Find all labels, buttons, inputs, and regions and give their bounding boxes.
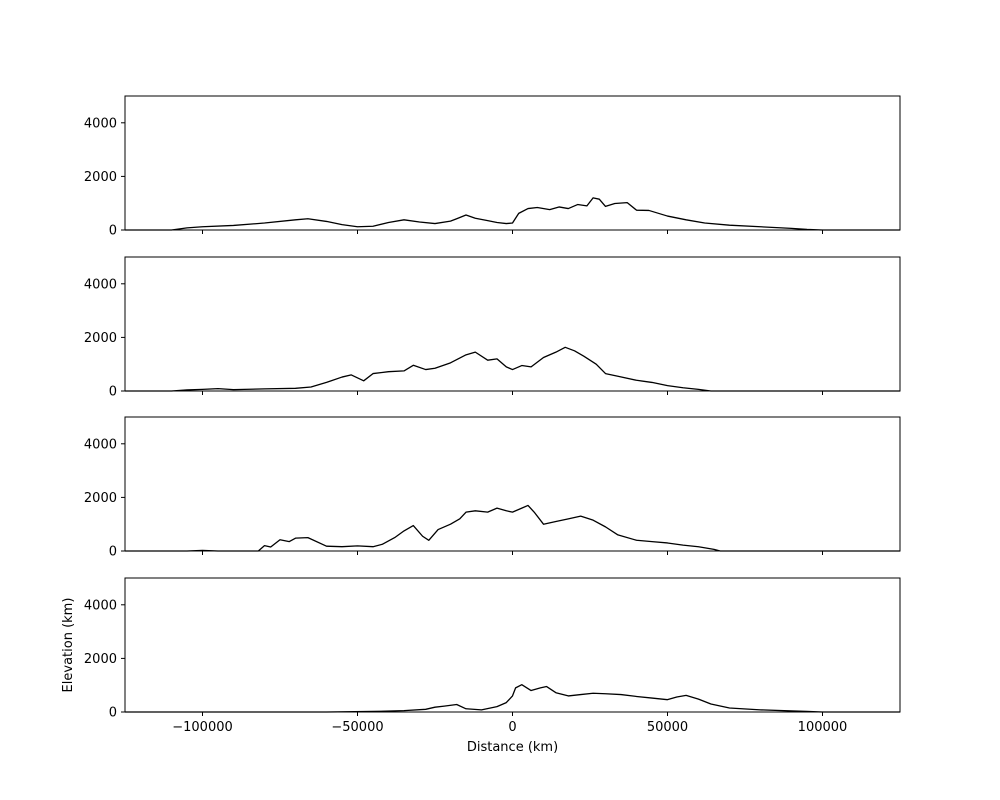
y-tick-label: 2000 <box>84 652 117 667</box>
y-tick-label: 2000 <box>84 331 117 346</box>
y-axis-label: Elevation (km) <box>61 598 76 693</box>
y-tick-label: 4000 <box>84 598 117 613</box>
plot-frame <box>124 416 901 552</box>
y-tick-label: 2000 <box>84 170 117 185</box>
elevation-line <box>125 684 900 713</box>
panel-1: 0 2000 4000 <box>84 95 901 239</box>
x-tick-label: 50000 <box>647 720 688 735</box>
y-tick-label: 0 <box>109 545 117 560</box>
x-tick-label: −50000 <box>331 720 383 735</box>
elevation-line <box>125 346 900 392</box>
panel-4: 0 2000 4000 −100000 −50000 0 50000 100000 Distan… <box>61 577 901 755</box>
y-tick-label: 2000 <box>84 491 117 506</box>
elevation-line <box>125 504 900 552</box>
plot-frame <box>124 256 901 392</box>
y-tick-label: 0 <box>109 224 117 239</box>
elevation-line <box>125 197 900 231</box>
panel-2: 0 2000 4000 <box>84 256 901 400</box>
x-axis-label: Distance (km) <box>467 740 558 755</box>
x-tick-label: 0 <box>508 720 516 735</box>
y-tick-label: 4000 <box>84 277 117 292</box>
y-tick-label: 4000 <box>84 437 117 452</box>
y-tick-label: 0 <box>109 385 117 400</box>
y-tick-label: 0 <box>109 706 117 721</box>
plot-frame <box>124 95 901 231</box>
x-tick-label: 100000 <box>798 720 848 735</box>
panel-3: 0 2000 4000 <box>84 416 901 560</box>
y-tick-label: 4000 <box>84 116 117 131</box>
x-tick-label: −100000 <box>172 720 233 735</box>
plot-frame <box>124 577 901 713</box>
